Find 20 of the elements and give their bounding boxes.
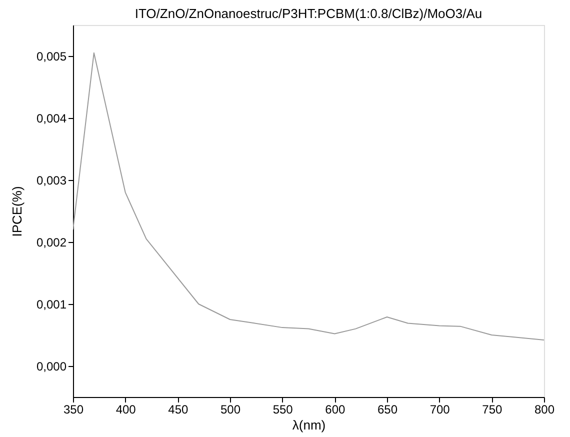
y-tick-label: 0,001 [36, 298, 67, 312]
x-tick-label: 800 [534, 402, 555, 416]
y-tick-label: 0,002 [36, 236, 67, 250]
x-tick-label: 400 [116, 402, 136, 416]
x-tick-label: 750 [482, 402, 502, 416]
y-tick-label: 0,003 [36, 174, 67, 188]
x-tick-label: 700 [430, 402, 450, 416]
y-tick-label: 0,005 [36, 50, 67, 64]
x-tick-label: 600 [325, 402, 346, 416]
chart-title: ITO/ZnO/ZnOnanoestruc/P3HT:PCBM(1:0.8/ClBz)/MoO3/Au [134, 6, 482, 21]
x-axis-title: λ(nm) [292, 418, 326, 432]
y-axis-title: IPCE(%) [9, 186, 24, 237]
x-tick-label: 650 [377, 402, 398, 416]
x-tick-label: 350 [63, 402, 84, 416]
y-tick-label: 0,004 [36, 112, 67, 126]
line-series [73, 52, 544, 340]
x-tick-label: 550 [272, 402, 294, 416]
y-tick-label: 0,000 [36, 360, 67, 374]
x-tick-label: 450 [168, 402, 188, 416]
x-tick-label: 500 [220, 402, 241, 416]
